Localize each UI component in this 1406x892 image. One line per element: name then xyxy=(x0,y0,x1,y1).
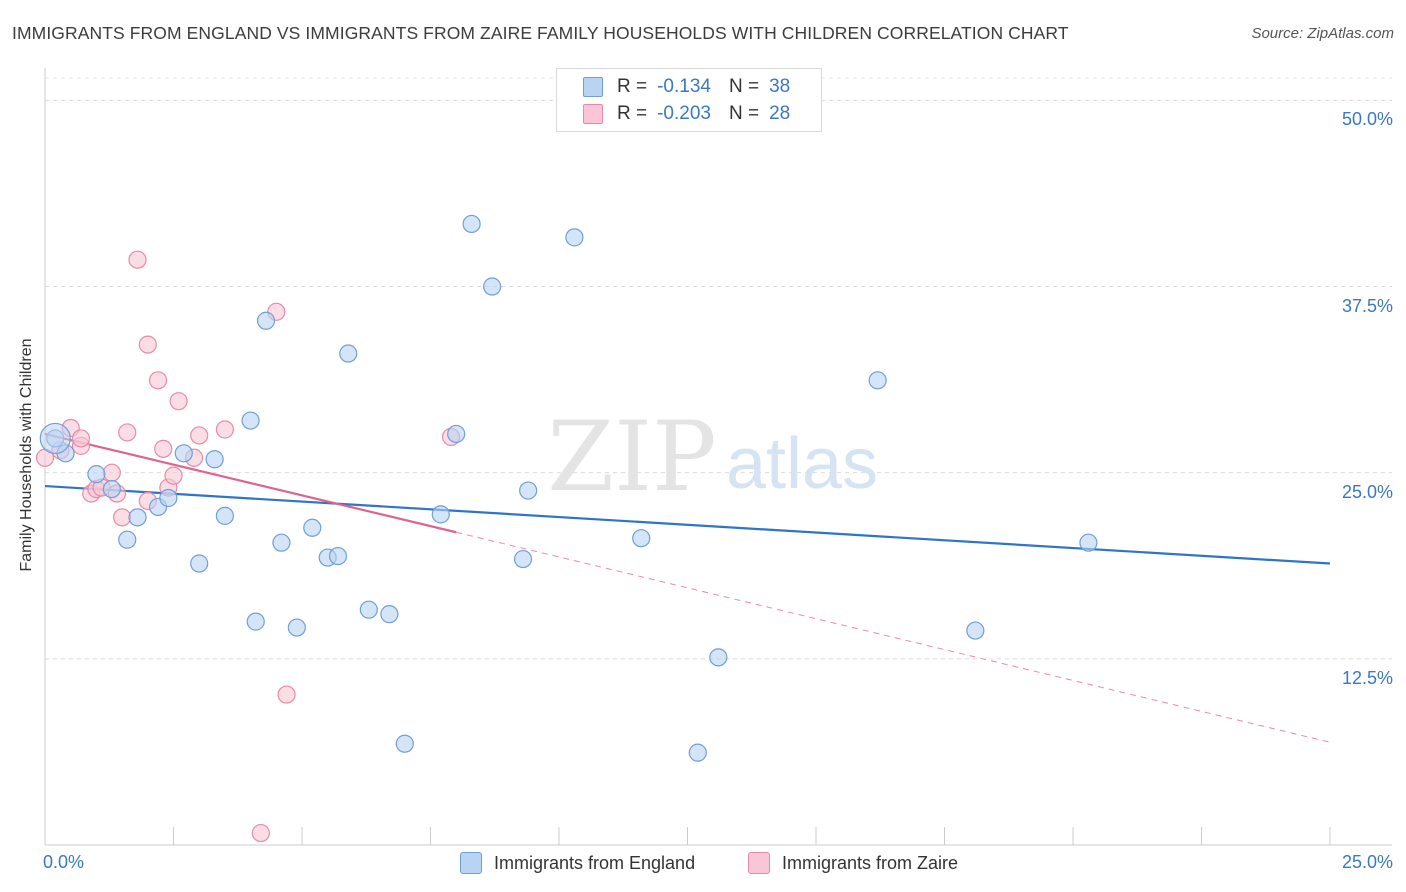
zaire-r-value: -0.203 xyxy=(657,103,711,124)
y-tick-label: 12.5% xyxy=(1341,667,1393,688)
england-point xyxy=(868,371,887,390)
x-tick-label: 0.0% xyxy=(43,852,85,872)
trend-line-zaire-extension xyxy=(456,531,1331,743)
watermark-zip: ZIP xyxy=(547,401,716,513)
england-point xyxy=(205,450,224,469)
england-point xyxy=(519,481,538,500)
england-point xyxy=(1079,533,1098,552)
england-point xyxy=(709,648,728,667)
england-point xyxy=(102,479,121,499)
zaire-point xyxy=(112,508,132,527)
zaire-n-label: N = xyxy=(728,103,760,124)
legend-zaire-label: Immigrants from Zaire xyxy=(782,852,959,873)
england-point xyxy=(241,411,260,430)
legend-item-england: Immigrants from England xyxy=(460,852,695,874)
zaire-point xyxy=(71,429,91,448)
england-point xyxy=(246,612,265,631)
axes xyxy=(44,68,1392,846)
zaire-point xyxy=(154,439,173,458)
watermark-atlas: atlas xyxy=(726,424,878,504)
zaire-point xyxy=(118,423,137,442)
legend-item-zaire: Immigrants from Zaire xyxy=(748,852,958,874)
zaire-point xyxy=(128,250,147,269)
zaire-point xyxy=(164,466,183,485)
zaire-point xyxy=(251,823,270,843)
zaire-point xyxy=(215,420,234,439)
england-point-large xyxy=(39,422,71,455)
england-point xyxy=(272,533,291,552)
england-point xyxy=(174,444,193,463)
zaire-point xyxy=(148,371,168,390)
england-point xyxy=(380,605,399,624)
england-n-label: N = xyxy=(728,76,760,97)
england-swatch xyxy=(583,77,603,97)
england-point xyxy=(966,621,985,640)
england-n-value: 38 xyxy=(769,76,791,97)
y-tick-label: 25.0% xyxy=(1341,481,1393,502)
y-tick-label: 50.0% xyxy=(1341,109,1393,130)
england-point xyxy=(159,488,178,508)
england-point xyxy=(190,554,209,573)
watermark: ZIP atlas xyxy=(547,401,878,513)
england-r-label: R = xyxy=(617,76,648,97)
england-point xyxy=(395,734,414,753)
england-point xyxy=(359,600,378,619)
england-point xyxy=(447,424,466,444)
points-zaire xyxy=(35,250,461,843)
england-point xyxy=(215,506,234,525)
zaire-point xyxy=(169,392,188,411)
england-point xyxy=(431,505,450,524)
legend-england-swatch xyxy=(460,852,482,874)
source-label: Source: ZipAtlas.com xyxy=(1251,25,1394,42)
england-point xyxy=(303,518,322,537)
zaire-point xyxy=(277,685,296,704)
legend-england-label: Immigrants from England xyxy=(494,852,696,873)
points-england xyxy=(39,214,1098,762)
trend-line-zaire xyxy=(44,432,457,534)
zaire-r-label: R = xyxy=(617,103,648,124)
zaire-point xyxy=(102,463,121,482)
england-point xyxy=(483,277,502,296)
stats-legend: R = -0.134 N = 38 R = -0.203 N = 28 xyxy=(556,68,822,132)
england-point xyxy=(256,311,276,330)
legend-zaire-swatch xyxy=(748,852,770,874)
chart-title: IMMIGRANTS FROM ENGLAND VS IMMIGRANTS FR… xyxy=(12,23,1069,43)
grid-lines xyxy=(45,77,1392,660)
england-point xyxy=(118,530,137,549)
zaire-n-value: 28 xyxy=(769,103,791,124)
trend-line-england xyxy=(44,484,1331,565)
england-point xyxy=(565,228,584,247)
england-point xyxy=(688,743,707,762)
england-point xyxy=(513,549,533,569)
england-point xyxy=(462,214,481,234)
x-tick-label: 25.0% xyxy=(1341,852,1393,872)
england-point xyxy=(632,529,651,548)
trend-lines xyxy=(44,432,1331,743)
england-point xyxy=(128,508,147,527)
zaire-swatch xyxy=(583,104,603,124)
zaire-point xyxy=(138,335,157,354)
england-point xyxy=(339,344,358,363)
zaire-point xyxy=(190,426,209,445)
england-point xyxy=(87,465,106,484)
england-point xyxy=(287,618,306,637)
england-point xyxy=(328,546,348,566)
england-r-value: -0.134 xyxy=(657,76,711,97)
y-tick-label: 37.5% xyxy=(1341,295,1393,316)
